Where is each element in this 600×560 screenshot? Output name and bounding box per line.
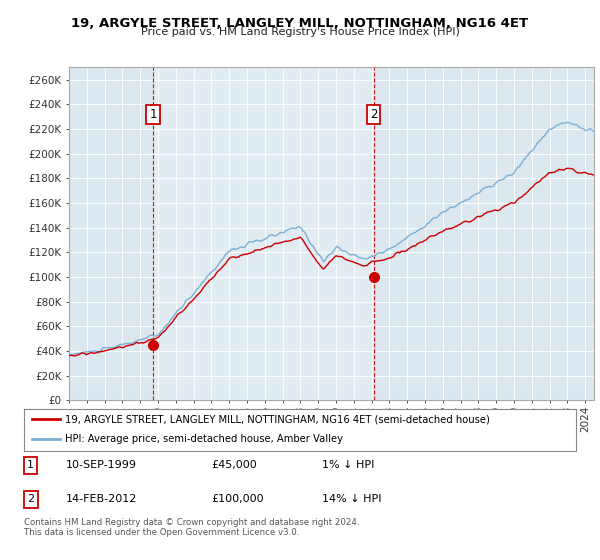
Text: £100,000: £100,000 bbox=[212, 494, 265, 505]
Text: 2: 2 bbox=[27, 494, 34, 505]
Text: 10-SEP-1999: 10-SEP-1999 bbox=[65, 460, 136, 470]
Text: 1: 1 bbox=[27, 460, 34, 470]
Text: 14-FEB-2012: 14-FEB-2012 bbox=[65, 494, 137, 505]
Text: 19, ARGYLE STREET, LANGLEY MILL, NOTTINGHAM, NG16 4ET: 19, ARGYLE STREET, LANGLEY MILL, NOTTING… bbox=[71, 17, 529, 30]
Text: 2: 2 bbox=[370, 108, 377, 120]
Text: 19, ARGYLE STREET, LANGLEY MILL, NOTTINGHAM, NG16 4ET (semi-detached house): 19, ARGYLE STREET, LANGLEY MILL, NOTTING… bbox=[65, 414, 490, 424]
Text: 1: 1 bbox=[149, 108, 157, 120]
Text: 1% ↓ HPI: 1% ↓ HPI bbox=[322, 460, 374, 470]
Bar bbox=[152, 67, 374, 400]
Text: Price paid vs. HM Land Registry's House Price Index (HPI): Price paid vs. HM Land Registry's House … bbox=[140, 27, 460, 37]
Text: Contains HM Land Registry data © Crown copyright and database right 2024.
This d: Contains HM Land Registry data © Crown c… bbox=[24, 518, 359, 538]
Text: 14% ↓ HPI: 14% ↓ HPI bbox=[322, 494, 382, 505]
Text: £45,000: £45,000 bbox=[212, 460, 257, 470]
Text: HPI: Average price, semi-detached house, Amber Valley: HPI: Average price, semi-detached house,… bbox=[65, 434, 343, 444]
